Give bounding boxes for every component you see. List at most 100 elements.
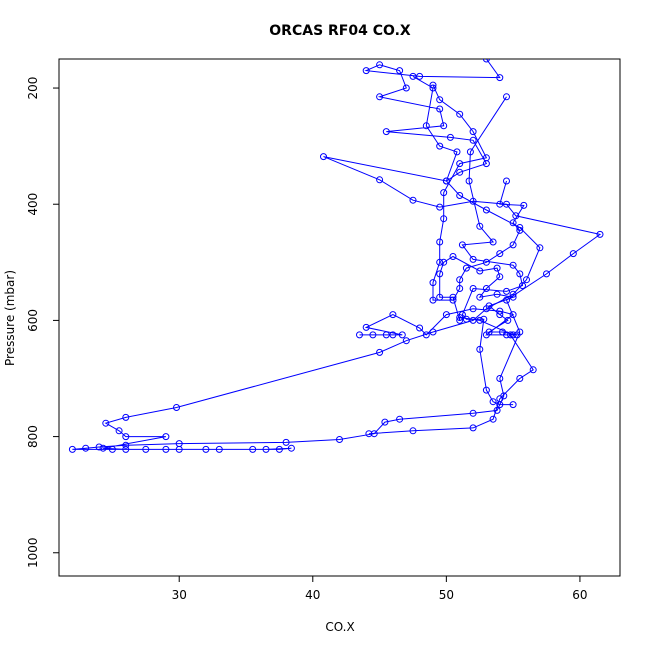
data-point — [282, 438, 290, 446]
data-point — [496, 401, 504, 409]
data-point — [396, 67, 404, 75]
data-point — [509, 241, 517, 249]
data-point — [519, 282, 526, 290]
data-point — [376, 93, 384, 101]
data-point — [456, 110, 464, 118]
data-point — [409, 72, 417, 80]
data-point — [499, 328, 506, 336]
x-axis-title: CO.X — [325, 620, 354, 634]
data-point — [496, 375, 504, 382]
data-point — [476, 222, 484, 230]
data-point — [529, 366, 537, 374]
data-point — [456, 160, 464, 168]
data-point — [456, 276, 464, 284]
data-point — [482, 285, 490, 292]
data-point — [215, 445, 223, 453]
x-tick-label: 40 — [305, 588, 320, 602]
data-point — [398, 331, 406, 339]
y-axis: 200 400 600 800 1000 — [26, 77, 59, 568]
data-point — [456, 316, 464, 324]
data-point — [376, 348, 384, 356]
data-point — [115, 427, 123, 435]
data-point — [369, 331, 377, 339]
data-point — [509, 311, 517, 319]
data-point — [469, 409, 477, 417]
data-point — [469, 424, 477, 432]
data-point — [389, 331, 397, 339]
data-point — [523, 276, 530, 284]
data-point — [509, 219, 517, 227]
data-point — [476, 316, 484, 324]
data-point — [469, 285, 477, 292]
series-line — [432, 84, 525, 301]
data-point — [396, 415, 404, 423]
data-point — [436, 258, 444, 266]
data-point — [422, 331, 430, 339]
data-point — [436, 270, 444, 278]
data-point — [287, 444, 295, 452]
series-1 — [68, 59, 604, 453]
data-point — [482, 386, 490, 394]
data-point — [596, 230, 604, 238]
data-point — [440, 189, 448, 197]
data-point — [409, 427, 417, 435]
data-point — [429, 328, 437, 336]
data-point — [485, 302, 493, 310]
x-tick-label: 60 — [572, 588, 587, 602]
data-point — [262, 445, 270, 453]
data-point — [469, 136, 477, 144]
series-3 — [429, 81, 528, 304]
data-point — [402, 84, 410, 92]
data-point — [482, 206, 490, 214]
data-point — [173, 404, 180, 411]
data-point — [436, 96, 444, 104]
data-point — [509, 293, 517, 301]
data-point — [496, 307, 504, 315]
data-point — [503, 177, 510, 185]
y-tick-label: 200 — [26, 77, 40, 100]
data-point — [569, 250, 577, 258]
series-line — [359, 255, 534, 435]
plot-area — [68, 59, 604, 453]
y-tick-label: 400 — [26, 193, 40, 216]
x-tick-label: 30 — [172, 588, 187, 602]
data-point — [496, 311, 504, 319]
y-axis-title: Pressure (mbar) — [3, 270, 17, 366]
data-point — [466, 148, 474, 156]
data-point — [95, 443, 103, 451]
data-point — [202, 445, 210, 453]
data-point — [469, 255, 477, 263]
x-axis: 30 40 50 60 — [172, 576, 588, 602]
data-point — [458, 241, 466, 249]
data-point — [489, 415, 497, 423]
data-point — [122, 433, 130, 441]
data-point — [356, 331, 363, 339]
data-point — [442, 177, 450, 185]
data-point — [376, 61, 384, 69]
data-point — [456, 285, 464, 292]
data-point — [320, 153, 327, 161]
data-point — [503, 296, 510, 304]
data-point — [416, 72, 424, 80]
data-point — [249, 445, 257, 453]
data-point — [520, 201, 528, 209]
data-point — [513, 331, 521, 339]
data-point — [509, 401, 517, 409]
data-point — [456, 192, 464, 199]
data-point — [476, 293, 484, 301]
data-point — [122, 445, 130, 453]
data-point — [469, 305, 477, 313]
series-line — [72, 59, 602, 450]
data-point — [446, 133, 454, 141]
series-2 — [356, 253, 537, 438]
data-point — [442, 311, 450, 319]
data-point — [102, 419, 110, 427]
data-point — [493, 290, 501, 298]
data-point — [416, 324, 424, 332]
data-point — [142, 445, 150, 453]
data-point — [440, 258, 448, 266]
data-point — [503, 287, 510, 295]
data-point — [82, 444, 90, 452]
y-tick-label: 800 — [26, 425, 40, 448]
